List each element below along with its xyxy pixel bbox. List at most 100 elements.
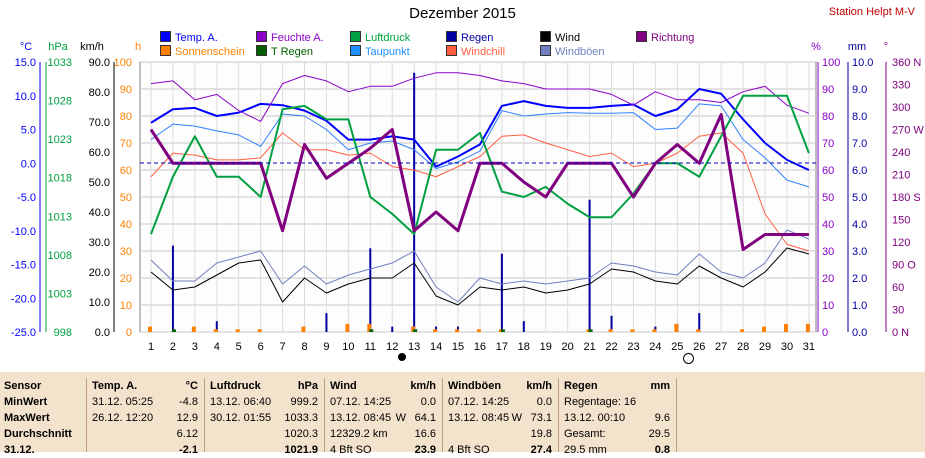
x-tick-label: 26 xyxy=(693,341,705,353)
humidity_pct-tick-label: 50 xyxy=(822,192,834,204)
x-tick-label: 22 xyxy=(605,341,617,353)
series-line-temp-a- xyxy=(150,88,810,171)
wind_kmh-tick-label: 30.0 xyxy=(89,237,110,249)
pressure-min-value: 999.2 xyxy=(290,396,318,408)
summary-table: Sensor MinWert MaxWert Durchschnitt 31.1… xyxy=(0,372,925,456)
direction_deg-tick-label: 90 O xyxy=(892,260,916,272)
weather-chart: 1 2 3 4 5 6 7 8 9 10 11 12 13 14 15 16 17 18 19 20 21 22 23 24 2… xyxy=(11,41,924,353)
bar-regen xyxy=(500,253,503,332)
legend-swatch xyxy=(446,31,457,42)
wind-unit: km/h xyxy=(410,380,436,392)
bar-sonnenschein xyxy=(805,323,810,332)
temp_c-tick-label: -25.0 xyxy=(11,327,36,339)
sun_h-tick-label: 100 xyxy=(114,57,132,69)
bar-regen xyxy=(369,248,372,332)
temp-min-value: -4.8 xyxy=(179,396,198,408)
gusts-unit: km/h xyxy=(526,380,552,392)
legend-item: Windböen xyxy=(540,45,605,58)
pressure-avg-value: 1020.3 xyxy=(284,428,318,440)
pressure_hpa-tick-label: 1003 xyxy=(48,288,72,300)
bar-regen xyxy=(171,245,174,332)
wind_kmh-tick-label: 50.0 xyxy=(89,177,110,189)
x-tick-label: 30 xyxy=(781,341,793,353)
gusts-max-value: 73.1 xyxy=(530,412,552,424)
sun_h-tick-label: 50 xyxy=(120,192,132,204)
bar-sonnenschein xyxy=(213,329,218,332)
x-tick-label: 11 xyxy=(365,341,376,353)
wind-today-value: 23.9 xyxy=(414,444,436,456)
summary-rain-column: Regen mm Regentage: 16 13.12. 00:10 9.6 Ge… xyxy=(560,378,677,456)
rain_mm-tick-label: 7.0 xyxy=(852,138,867,150)
wind-distance: 12329.2 km xyxy=(330,428,388,440)
x-tick-label: 4 xyxy=(214,341,220,353)
rain_mm-tick-label: 6.0 xyxy=(852,165,867,177)
gusts-today-value: 27.4 xyxy=(530,444,552,456)
x-tick-label: 31 xyxy=(803,341,815,353)
temp-min-date: 31.12. 05:25 xyxy=(92,396,154,408)
humidity_pct-tick-label: 40 xyxy=(822,219,834,231)
x-tick-label: 3 xyxy=(192,341,198,353)
pressure-min-date: 13.12. 06:40 xyxy=(210,396,272,408)
sun_h-tick-label: 30 xyxy=(120,246,132,258)
temp-header: Temp. A. xyxy=(92,380,138,392)
sun_h-tick-label: 10 xyxy=(120,300,132,312)
legend-swatch xyxy=(350,45,361,56)
pressure_hpa-tick-label: 1033 xyxy=(48,57,72,69)
temp_c-tick-label: 0.0 xyxy=(21,158,36,170)
temp-unit: °C xyxy=(185,380,198,392)
legend-item: Temp. A. xyxy=(160,31,218,44)
legend-label: Regen xyxy=(461,32,494,44)
wind-today-bft: 4 Bft SO xyxy=(330,444,372,456)
legend-swatch xyxy=(636,31,647,42)
x-tick-label: 21 xyxy=(583,341,595,353)
temp_c-unit-label: °C xyxy=(20,41,32,53)
axes: 1 2 3 4 5 6 7 8 9 10 11 12 13 14 15 16 17 18 19 20 21 22 23 24 2… xyxy=(11,41,924,353)
pressure_hpa-unit-label: hPa xyxy=(48,41,68,53)
legend-item: Feuchte A. xyxy=(256,31,324,44)
series-line-windchill xyxy=(150,132,810,252)
humidity_pct-tick-label: 60 xyxy=(822,165,834,177)
pressure_hpa-tick-label: 1013 xyxy=(48,211,72,223)
wind_kmh-unit-label: km/h xyxy=(80,41,104,53)
humidity_pct-tick-label: 100 xyxy=(822,57,840,69)
direction_deg-tick-label: 30 xyxy=(892,305,904,317)
wind-header: Wind xyxy=(330,380,357,392)
humidity_pct-tick-label: 90 xyxy=(822,84,834,96)
humidity_pct-unit-label: % xyxy=(811,41,821,53)
series-line-wind xyxy=(150,247,810,306)
temp_c-tick-label: 5.0 xyxy=(21,125,36,137)
row-label: Durchschnitt xyxy=(4,428,72,440)
legend-label: Richtung xyxy=(651,32,695,44)
x-tick-label: 6 xyxy=(258,341,264,353)
x-tick-label: 17 xyxy=(496,341,508,353)
bar-sonnenschein xyxy=(783,323,788,332)
temp_c-tick-label: -20.0 xyxy=(11,293,36,305)
pressure_hpa-tick-label: 1008 xyxy=(48,250,72,262)
x-tick-label: 24 xyxy=(649,341,661,353)
legend-item: Sonnenschein xyxy=(160,45,245,58)
rain_mm-tick-label: 5.0 xyxy=(852,192,867,204)
summary-pressure-column: Luftdruck hPa 13.12. 06:40 999.2 30.12. 01… xyxy=(206,378,325,456)
legend-label: Feuchte A. xyxy=(271,32,324,44)
bar-sonnenschein xyxy=(630,329,635,332)
row-label: MinWert xyxy=(4,396,48,408)
rain_mm-tick-label: 9.0 xyxy=(852,84,867,96)
x-tick-label: 27 xyxy=(715,341,727,353)
legend-label: Wind xyxy=(555,32,581,44)
x-tick-label: 15 xyxy=(452,341,464,353)
temp-max-value: 12.9 xyxy=(176,412,198,424)
pressure-today-value: 1021.9 xyxy=(284,444,318,456)
humidity_pct-tick-label: 30 xyxy=(822,246,834,258)
x-tick-label: 20 xyxy=(562,341,574,353)
humidity_pct-tick-label: 70 xyxy=(822,138,834,150)
legend-swatch xyxy=(256,45,267,56)
legend-label: Luftdruck xyxy=(365,32,411,44)
x-tick-label: 16 xyxy=(474,341,486,353)
temp-max-date: 26.12. 12:20 xyxy=(92,412,154,424)
wind_kmh-tick-label: 80.0 xyxy=(89,87,110,99)
temp_c-tick-label: -15.0 xyxy=(11,260,36,272)
legend-swatch xyxy=(256,31,267,42)
chart-title: Dezember 2015 xyxy=(409,5,516,22)
legend-item: T Regen xyxy=(256,45,313,58)
summary-wind-column: Wind km/h 07.12. 14:25 0.0 13.12. 08:45 W 64… xyxy=(326,378,443,456)
